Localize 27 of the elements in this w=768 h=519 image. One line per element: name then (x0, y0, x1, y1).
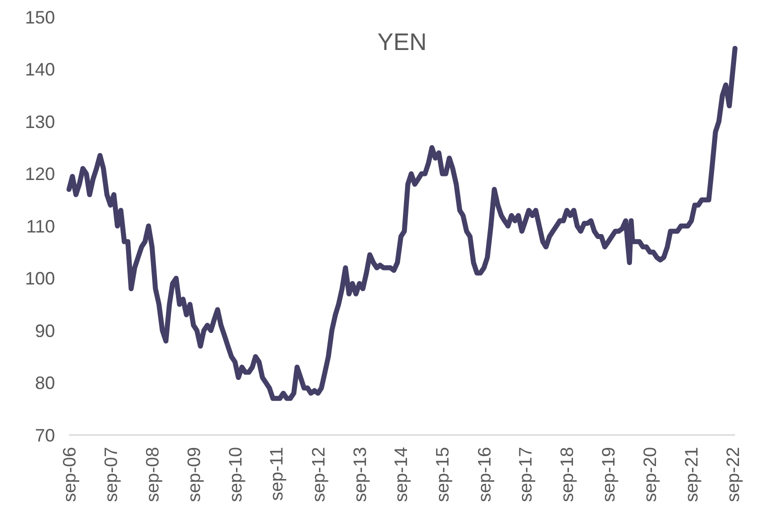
x-tick-label: sep-21 (682, 447, 702, 502)
y-tick-label: 70 (34, 425, 55, 446)
y-tick-label: 90 (34, 320, 55, 341)
x-tick-label: sep-17 (516, 447, 536, 502)
y-tick-label: 150 (24, 7, 55, 28)
y-tick-label: 130 (24, 112, 55, 132)
x-tick-label: sep-19 (598, 447, 619, 502)
y-tick-label: 120 (24, 164, 55, 184)
x-tick-label: sep-09 (184, 447, 204, 502)
x-tick-label: sep-11 (266, 447, 287, 501)
x-tick-label: sep-16 (474, 447, 494, 502)
x-tick-label: sep-20 (640, 447, 660, 502)
y-tick-label: 140 (24, 60, 55, 80)
y-tick-label: 80 (34, 373, 55, 394)
x-tick-label: sep-22 (723, 447, 744, 502)
x-tick-label: sep-07 (100, 447, 121, 502)
x-tick-label: sep-10 (225, 447, 246, 502)
x-tick-label: sep-13 (350, 447, 370, 502)
x-tick-label: sep-06 (59, 447, 80, 502)
x-tick-label: sep-18 (557, 447, 578, 502)
text: YEN (377, 29, 427, 56)
y-tick-label: 100 (24, 268, 55, 289)
x-tick-label: sep-08 (142, 447, 162, 502)
x-tick-label: sep-14 (391, 447, 412, 502)
y-tick-label: 110 (26, 216, 55, 236)
x-tick-label: sep-12 (308, 447, 328, 502)
x-tick-label: sep-15 (432, 447, 453, 502)
